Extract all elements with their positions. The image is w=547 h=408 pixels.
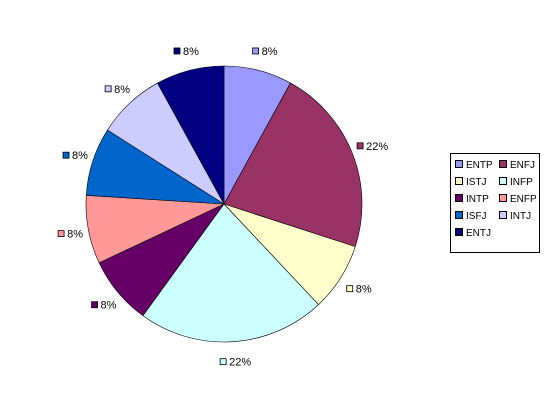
data-label-swatch <box>252 47 259 55</box>
legend-item-intp: INTP <box>455 194 489 206</box>
data-label-intp: 8% <box>91 300 117 312</box>
legend-swatch <box>499 160 507 168</box>
legend-item-enfj: ENFJ <box>499 160 535 172</box>
pie-slice-entj <box>157 65 225 205</box>
chart-legend: ENTP ENFJ ISTJ INFP INTP ENFP ISFJ INTJ ENTJ <box>450 153 540 253</box>
data-label-swatch <box>346 285 354 293</box>
data-label-swatch <box>219 358 227 366</box>
data-label-swatch <box>62 151 70 159</box>
data-label-text: 8% <box>72 150 88 162</box>
legend-label: INFP <box>510 177 533 188</box>
legend-swatch <box>455 228 463 236</box>
data-label-swatch <box>104 85 112 93</box>
data-label-text: 22% <box>229 357 251 369</box>
legend-label: ENTJ <box>466 228 491 239</box>
pie-slice-enfj <box>223 82 363 248</box>
data-label-enfp: 8% <box>57 229 83 241</box>
legend-label: ISTJ <box>466 177 487 188</box>
data-label-text: 8% <box>262 46 278 58</box>
legend-swatch <box>455 177 463 185</box>
legend-item-isfj: ISFJ <box>455 211 487 223</box>
legend-label: INTP <box>466 194 489 205</box>
legend-swatch <box>499 177 507 185</box>
legend-swatch <box>455 211 463 219</box>
data-label-swatch <box>57 230 65 238</box>
data-label-text: 8% <box>114 84 130 96</box>
data-label-entp: 8% <box>252 46 278 58</box>
legend-swatch <box>455 160 463 168</box>
data-label-intj: 8% <box>104 84 130 96</box>
legend-item-istj: ISTJ <box>455 177 487 189</box>
legend-swatch <box>499 194 507 202</box>
legend-label: ENTP <box>466 160 493 171</box>
data-label-enfj: 22% <box>356 141 388 153</box>
data-label-swatch <box>173 47 181 55</box>
legend-label: ISFJ <box>466 211 487 222</box>
legend-item-intj: INTJ <box>499 211 531 223</box>
data-label-swatch <box>91 301 98 309</box>
data-label-infp: 22% <box>219 357 251 369</box>
legend-label: ENFP <box>510 194 537 205</box>
data-label-swatch <box>356 142 364 150</box>
legend-item-infp: INFP <box>499 177 533 189</box>
pie-slice-infp <box>142 203 319 343</box>
data-label-text: 22% <box>366 141 388 153</box>
data-label-text: 8% <box>356 284 372 296</box>
data-label-text: 8% <box>101 300 117 312</box>
legend-label: ENFJ <box>510 160 535 171</box>
data-label-isfj: 8% <box>62 150 88 162</box>
legend-item-entp: ENTP <box>455 160 493 172</box>
legend-swatch <box>499 211 507 219</box>
legend-item-enfp: ENFP <box>499 194 537 206</box>
data-label-istj: 8% <box>346 284 372 296</box>
data-label-text: 8% <box>183 46 199 58</box>
legend-item-entj: ENTJ <box>455 228 491 240</box>
legend-swatch <box>455 194 463 202</box>
legend-label: INTJ <box>510 211 532 222</box>
data-label-entj: 8% <box>173 46 199 58</box>
data-label-text: 8% <box>67 229 83 241</box>
